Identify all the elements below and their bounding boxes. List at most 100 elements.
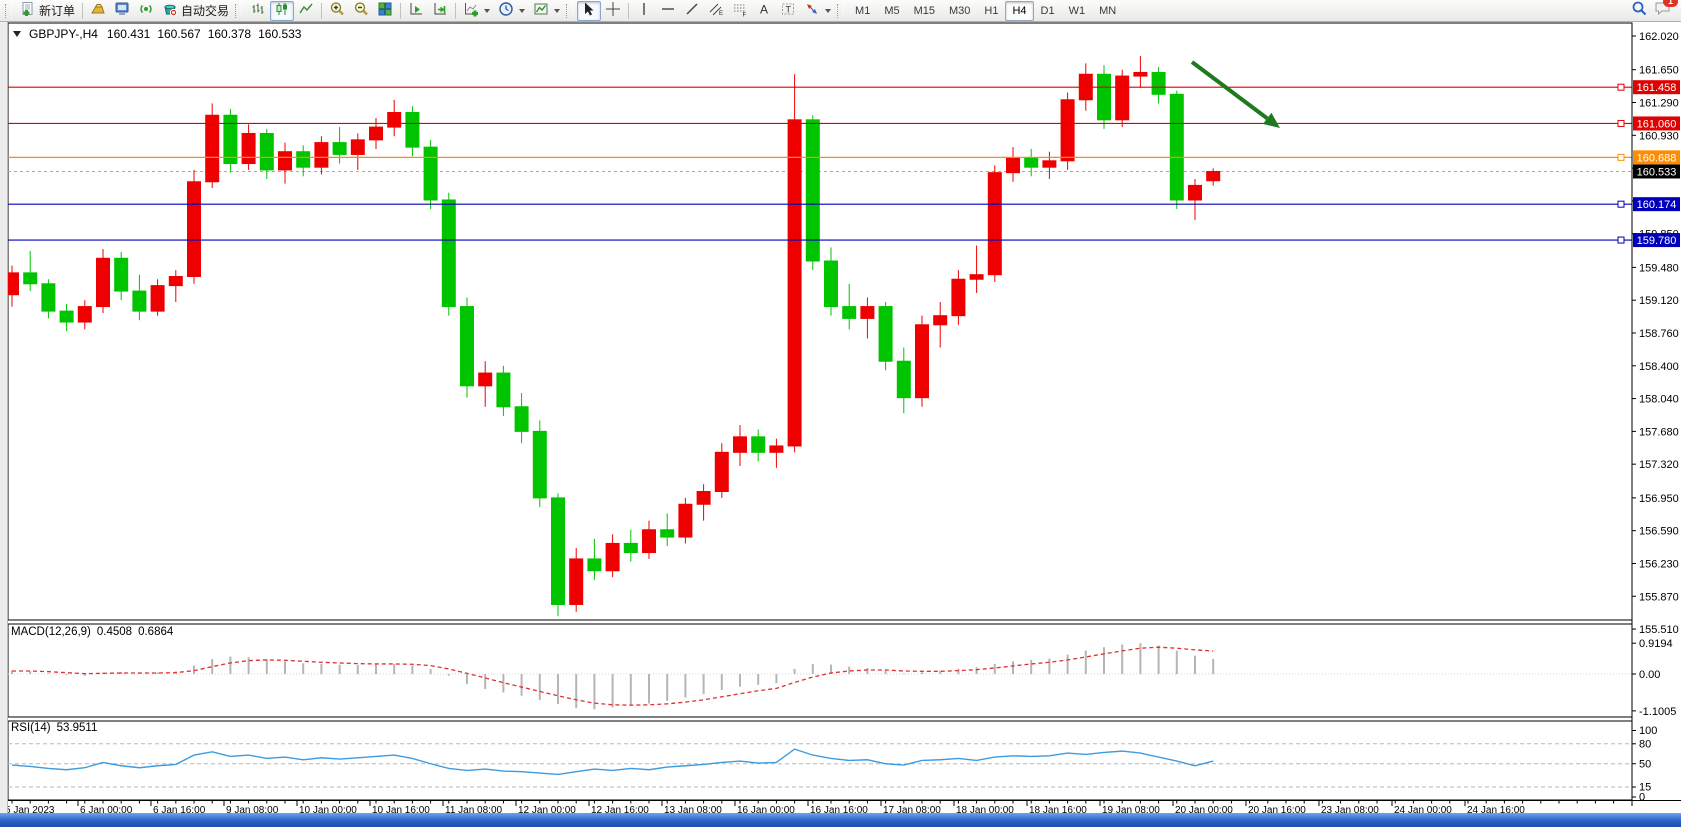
hline-161.060[interactable] [8,119,1632,127]
time-tick-label: 13 Jan 08:00 [664,805,722,816]
trend-line-button[interactable] [680,1,704,21]
price-tick-label: 159.480 [1639,262,1679,274]
fibonacci-button[interactable]: F [728,1,752,21]
time-tick-label: 18 Jan 16:00 [1029,805,1087,816]
terminal-button[interactable] [110,1,134,21]
cursor-button[interactable] [577,0,602,21]
candle-down [41,283,56,312]
candle-down [496,372,511,408]
candle-down [842,306,857,319]
hline-handle[interactable] [1617,83,1625,91]
templates-button[interactable] [529,1,564,21]
tile-windows-button[interactable] [373,1,397,21]
timeframe-H4[interactable]: H4 [1005,0,1034,21]
bar-chart-icon [250,1,266,20]
rsi-value: 53.9511 [56,722,98,734]
clock-icon [498,1,514,20]
arrow-head [1263,112,1280,128]
time-tick-label: 16 Jan 16:00 [810,805,868,816]
one-click-trading-toggle[interactable] [13,31,21,37]
candlestick-chart-icon [274,1,290,20]
ohlc-open: 160.431 [106,27,151,41]
zoom-in-icon [329,1,345,20]
timeframe-M5[interactable]: M5 [884,4,900,17]
vertical-line-button[interactable] [632,1,656,21]
hline-159.780[interactable] [8,236,1632,244]
timeframe-group: M1 M5 M15 M30 H1 H4 D1 W1 MN [848,0,1123,21]
toolbar-grip[interactable] [837,3,845,18]
add-indicator-button[interactable] [459,1,494,21]
hline-handle[interactable] [1617,200,1625,208]
candle-down [1097,73,1111,121]
timeframe-M1[interactable]: M1 [855,4,871,17]
svg-text:E: E [719,11,723,17]
new-order-button[interactable]: 新订单 [16,1,79,21]
zoom-out-button[interactable] [349,1,373,21]
toolbar-grip[interactable] [566,3,574,18]
macd-tick-label: -1.1005 [1639,706,1676,718]
zoom-in-button[interactable] [325,1,349,21]
candle-down [896,360,911,399]
auto-scroll-button[interactable] [404,1,428,21]
candle-up [569,558,584,605]
window-left-edge [0,22,8,813]
text-button[interactable]: A [752,1,776,21]
candlestick-chart-button[interactable] [270,0,295,21]
search-icon[interactable] [1631,0,1648,22]
text-label-button[interactable]: T [776,1,800,21]
timeframe-W1[interactable]: W1 [1068,4,1086,17]
candle-up [241,132,256,165]
rsi-panel [7,720,1633,801]
horizontal-line-button[interactable] [656,1,680,21]
candle-down [587,558,602,572]
price-tick-label: 156.950 [1639,493,1679,505]
chart-shift-button[interactable] [428,1,452,21]
timeframe-H1[interactable]: H1 [984,4,999,17]
price-label-text: 160.688 [1637,152,1677,164]
timeframe-M30[interactable]: M30 [949,4,971,17]
timeframe-MN[interactable]: MN [1099,4,1117,17]
time-tick-label: 24 Jan 00:00 [1394,805,1452,816]
line-chart-button[interactable] [294,1,318,21]
equidistant-channel-button[interactable]: E [704,1,728,21]
hline-handle[interactable] [1617,236,1625,244]
hline-160.688[interactable] [8,153,1632,161]
candle-up [987,172,1002,276]
vertical-line-icon [636,1,652,20]
zoom-out-icon [353,1,369,20]
autotrade-button[interactable]: 自动交易 [158,1,233,21]
hline-handle[interactable] [1617,153,1625,161]
price-label-bg [1633,116,1680,131]
main-chart-panel [7,22,1633,621]
crosshair-button[interactable] [601,1,625,21]
bar-chart-button[interactable] [246,1,270,21]
macd-indicator-label: MACD(12,26,9) 0.4508 0.6864 [11,626,173,638]
arrows-button[interactable] [800,1,835,21]
candle-up [860,306,875,319]
signals-button[interactable] [134,1,158,21]
toolbar-grip[interactable] [5,3,12,18]
candle-up [714,451,729,492]
time-tick-label: 9 Jan 08:00 [226,805,279,816]
periods-button[interactable] [494,1,529,21]
toolbar-grip[interactable] [235,3,243,18]
hline-161.458[interactable] [8,83,1632,91]
trend-arrow-annotation[interactable] [1190,60,1280,128]
price-tick-label: 161.290 [1639,98,1679,110]
chart-title: GBPJPY-,H4 160.431 160.567 160.378 160.5… [13,27,301,41]
timeframe-D1[interactable]: D1 [1040,4,1055,17]
autotrade-label: 自动交易 [181,4,230,18]
candle-down [1151,71,1166,95]
notifications-button[interactable]: 1 [1654,0,1678,21]
candle-up [933,315,948,326]
hline-handle[interactable] [1617,119,1625,127]
price-tick-label: 155.510 [1639,624,1679,636]
hline-160.174[interactable] [8,200,1632,208]
time-tick-label: 23 Jan 08:00 [1321,805,1379,816]
timeframe-M15[interactable]: M15 [913,4,935,17]
price-tick-label: 161.650 [1639,65,1679,77]
gold-button[interactable] [86,1,110,21]
price-tick-label: 157.680 [1639,426,1679,438]
